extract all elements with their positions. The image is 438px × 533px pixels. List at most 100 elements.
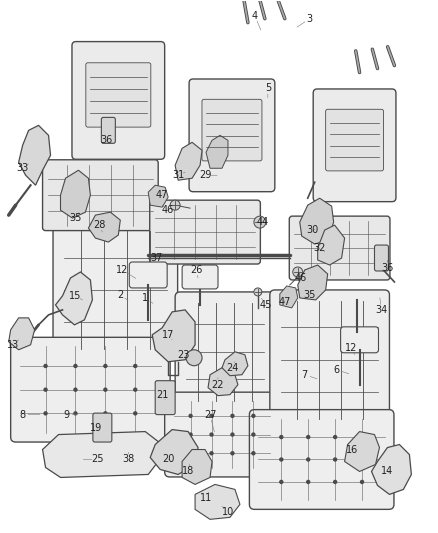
Text: 29: 29 [199,170,211,180]
Text: 5: 5 [265,84,271,93]
FancyBboxPatch shape [72,42,165,159]
Text: 35: 35 [304,290,316,300]
FancyBboxPatch shape [86,63,151,127]
FancyBboxPatch shape [129,262,167,288]
Circle shape [74,412,77,415]
FancyBboxPatch shape [150,200,260,264]
Circle shape [307,435,310,439]
Polygon shape [175,142,202,180]
Circle shape [360,458,364,461]
Text: 33: 33 [17,163,29,173]
Text: 47: 47 [156,190,168,200]
FancyBboxPatch shape [155,381,175,415]
Circle shape [104,412,107,415]
Polygon shape [42,432,158,478]
Circle shape [74,365,77,367]
Polygon shape [150,430,198,474]
Text: 44: 44 [257,217,269,227]
Polygon shape [195,484,240,519]
Polygon shape [56,272,92,325]
Polygon shape [345,432,379,472]
Text: 4: 4 [252,11,258,21]
Circle shape [189,414,192,417]
Text: 7: 7 [302,370,308,379]
Text: 24: 24 [226,363,238,373]
Text: 16: 16 [346,445,358,455]
Circle shape [360,480,364,483]
Text: 2: 2 [117,290,124,300]
Text: 34: 34 [375,305,388,315]
Circle shape [231,433,234,436]
FancyBboxPatch shape [101,117,115,143]
Text: 9: 9 [64,410,70,419]
Text: 31: 31 [172,170,184,180]
Circle shape [104,388,107,391]
Text: 32: 32 [314,243,326,253]
Polygon shape [280,286,298,308]
Polygon shape [9,318,35,350]
FancyBboxPatch shape [249,410,394,510]
Text: 30: 30 [307,225,319,235]
Text: 12: 12 [346,343,358,353]
Text: 35: 35 [69,213,81,223]
FancyBboxPatch shape [93,413,112,442]
Text: 38: 38 [122,455,134,464]
Circle shape [334,458,337,461]
Circle shape [186,350,202,366]
Polygon shape [300,198,334,244]
Circle shape [334,480,337,483]
Text: 47: 47 [279,297,291,307]
Polygon shape [206,135,228,168]
Text: 1: 1 [142,293,148,303]
Circle shape [254,216,266,228]
FancyBboxPatch shape [374,245,389,271]
FancyBboxPatch shape [42,160,158,231]
Text: 46: 46 [162,205,174,215]
Polygon shape [298,265,328,300]
FancyBboxPatch shape [202,99,262,161]
Circle shape [134,365,137,367]
Polygon shape [318,225,345,265]
Text: 37: 37 [150,253,162,263]
FancyBboxPatch shape [165,392,279,477]
Text: 15: 15 [69,291,81,301]
FancyBboxPatch shape [175,292,275,411]
Text: 17: 17 [162,330,174,340]
Text: 14: 14 [381,466,394,477]
Circle shape [104,365,107,367]
Circle shape [44,412,47,415]
Circle shape [134,388,137,391]
Circle shape [307,480,310,483]
Text: 8: 8 [20,410,26,419]
Text: 36: 36 [100,135,113,146]
Circle shape [254,288,262,296]
Text: 25: 25 [91,455,104,464]
Text: 21: 21 [156,390,168,400]
Text: 12: 12 [116,265,128,275]
Text: 18: 18 [182,466,194,477]
Text: 20: 20 [162,455,174,464]
Polygon shape [19,125,50,185]
Circle shape [44,365,47,367]
Circle shape [189,433,192,436]
Circle shape [134,412,137,415]
Text: 26: 26 [190,265,202,275]
FancyBboxPatch shape [270,290,389,430]
Circle shape [293,267,303,277]
Text: 22: 22 [211,379,223,390]
FancyBboxPatch shape [341,327,378,353]
FancyBboxPatch shape [313,89,396,201]
Circle shape [252,433,255,436]
Text: 19: 19 [90,423,102,433]
Circle shape [74,388,77,391]
Text: 36: 36 [381,263,394,273]
Circle shape [231,414,234,417]
Text: 45: 45 [260,300,272,310]
Polygon shape [148,185,168,207]
Circle shape [231,452,234,455]
Text: 3: 3 [307,14,313,23]
Text: 46: 46 [295,273,307,283]
FancyBboxPatch shape [53,220,178,360]
FancyBboxPatch shape [326,109,384,171]
FancyBboxPatch shape [11,337,170,442]
